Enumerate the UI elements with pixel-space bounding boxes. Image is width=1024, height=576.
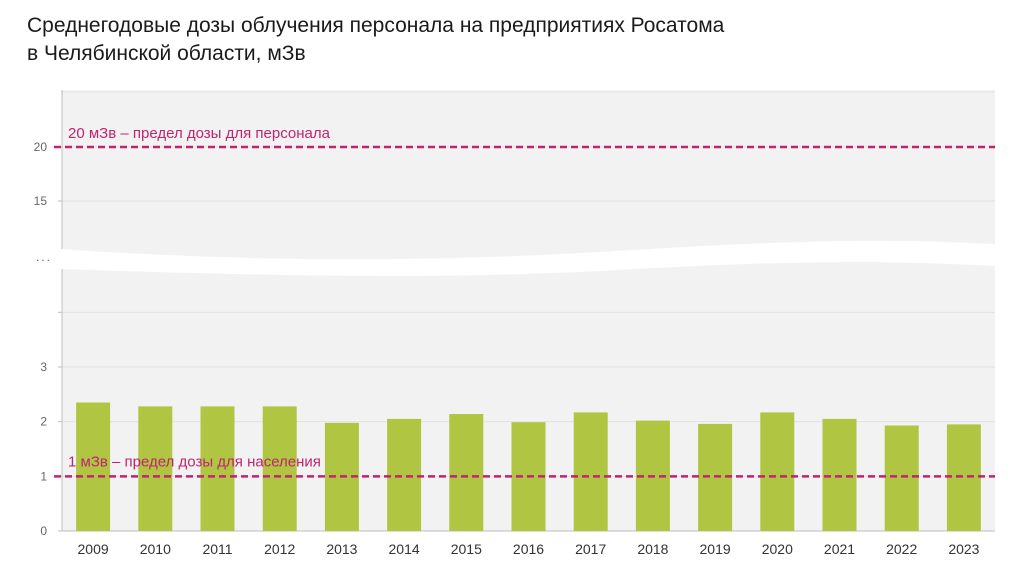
x-tick-label: 2017	[575, 541, 606, 557]
bar-2014	[387, 418, 422, 531]
chart-title: Среднегодовые дозы облучения персонала н…	[27, 12, 724, 68]
bar-2022	[884, 425, 919, 531]
x-tick-label: 2013	[326, 541, 357, 557]
bar-2017	[573, 412, 608, 531]
x-tick-label: 2016	[513, 541, 544, 557]
y-tick-label: 20	[34, 140, 48, 154]
reference-label-personnel: 20 мЗв – предел дозы для персонала	[68, 125, 331, 142]
bar-2015	[449, 414, 484, 531]
y-tick-label: 0	[40, 524, 47, 538]
y-tick-label: 1	[40, 469, 47, 483]
x-tick-label: 2021	[824, 541, 855, 557]
x-tick-label: 2020	[762, 541, 793, 557]
bar-2023	[946, 424, 981, 531]
chart-title-line-1: Среднегодовые дозы облучения персонала н…	[27, 14, 725, 37]
x-tick-label: 2018	[637, 541, 668, 557]
y-tick-label: 2	[40, 415, 47, 429]
x-tick-label: 2014	[389, 541, 420, 557]
x-tick-label: 2010	[140, 541, 171, 557]
x-tick-label: 2019	[700, 541, 731, 557]
y-tick-label: 15	[34, 194, 48, 208]
y-tick-label: 3	[40, 360, 47, 374]
x-tick-label: 2023	[948, 541, 979, 557]
bar-2011	[200, 406, 235, 531]
axis-break-label: ...	[36, 250, 52, 264]
axis-break-band	[0, 240, 1024, 276]
bar-2009	[76, 402, 111, 531]
bar-2021	[822, 418, 857, 531]
chart-title-line-2: в Челябинской области, мЗв	[27, 42, 306, 65]
bar-2020	[760, 412, 795, 531]
x-tick-label: 2022	[886, 541, 917, 557]
x-tick-label: 2011	[202, 541, 232, 557]
reference-label-public: 1 мЗв – предел дозы для населения	[68, 453, 321, 470]
x-tick-label: 2012	[264, 541, 295, 557]
bar-2012	[262, 406, 297, 531]
x-tick-label: 2015	[451, 541, 482, 557]
x-tick-label: 2009	[78, 541, 109, 557]
bar-2010	[138, 406, 173, 531]
